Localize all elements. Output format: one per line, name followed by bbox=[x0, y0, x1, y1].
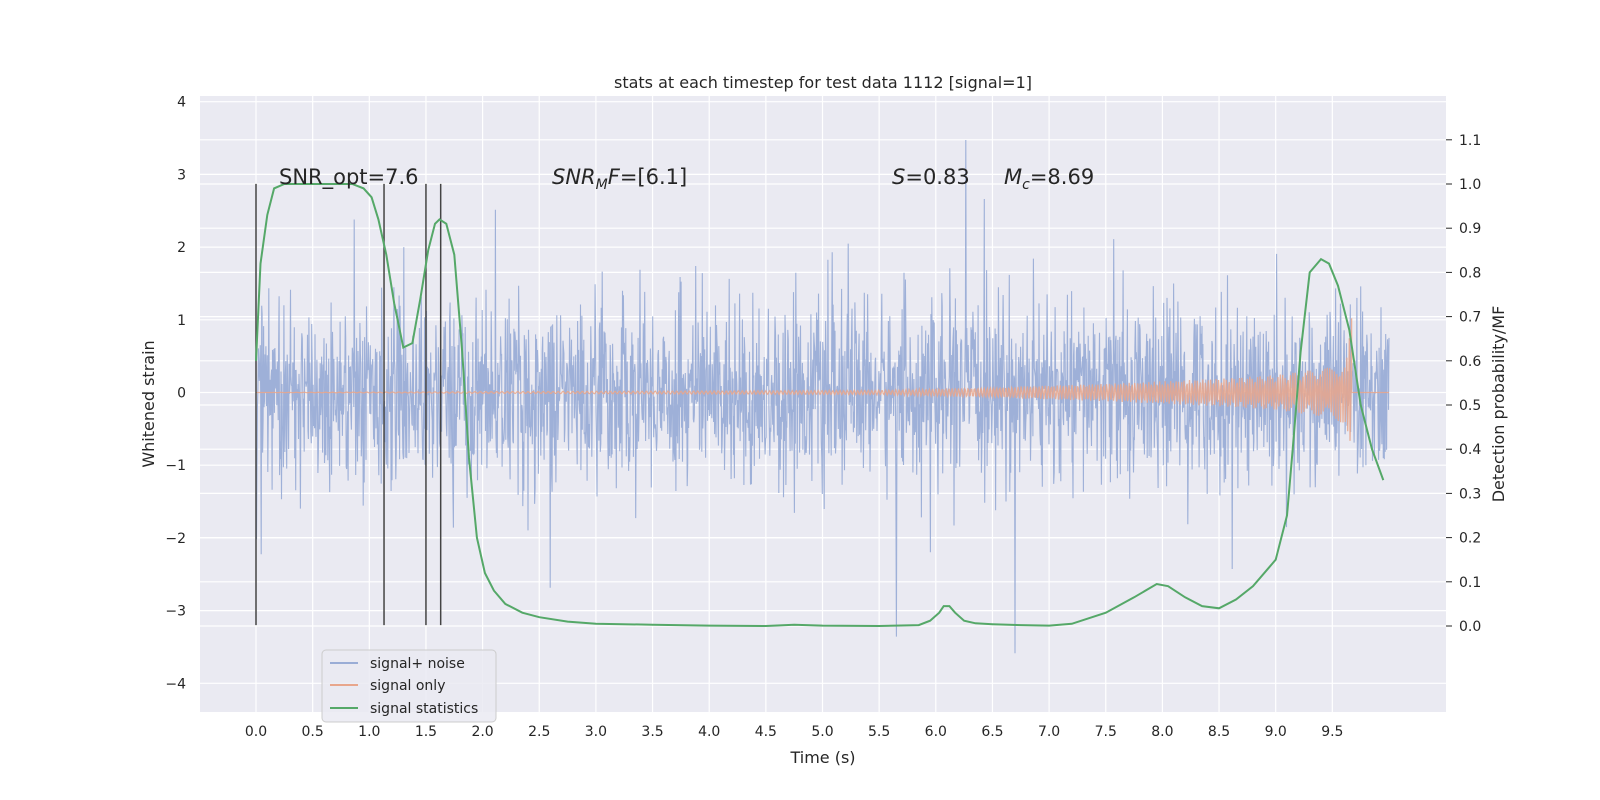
signal-statistics-line bbox=[255, 183, 1385, 628]
annotation-mc-var: M bbox=[1004, 165, 1022, 189]
signal-plus-noise-line bbox=[255, 139, 1390, 654]
series-signal-only bbox=[256, 318, 1389, 441]
y-right-tick-label: 0.2 bbox=[1459, 531, 1481, 547]
series-signal-plus-noise bbox=[255, 139, 1390, 654]
x-tick-label: 8.0 bbox=[1151, 724, 1173, 740]
annotation-s: S=0.83 bbox=[892, 165, 970, 189]
y-tick-label: 0 bbox=[177, 386, 186, 402]
series-signal-statistics bbox=[255, 183, 1385, 628]
y-right-tick-label: 1.0 bbox=[1459, 177, 1481, 193]
x-tick-label: 6.0 bbox=[925, 724, 947, 740]
y-right-tick-label: 1.1 bbox=[1459, 133, 1481, 149]
x-tick-label: 3.0 bbox=[585, 724, 607, 740]
annotation-snr-mf-value: =[6.1] bbox=[620, 165, 687, 189]
y-right-tick-label: 0.3 bbox=[1459, 486, 1481, 502]
signal-only-line bbox=[256, 318, 1389, 441]
y-tick-label: 4 bbox=[177, 95, 186, 111]
y-tick-label: −1 bbox=[165, 458, 186, 474]
x-tick-label: 4.0 bbox=[698, 724, 720, 740]
x-tick-label: 7.5 bbox=[1095, 724, 1117, 740]
y-tick-label: 3 bbox=[177, 167, 186, 183]
y-tick-label: 1 bbox=[177, 313, 186, 329]
legend-label-signal-only: signal only bbox=[370, 678, 445, 694]
y-tick-label: −3 bbox=[165, 604, 186, 620]
y-tick-labels: 4 3 2 1 0 −1 −2 −3 −4 bbox=[165, 95, 186, 693]
x-axis-label: Time (s) bbox=[789, 748, 855, 767]
legend-label-signal-statistics: signal statistics bbox=[370, 701, 478, 717]
x-tick-label: 5.5 bbox=[868, 724, 890, 740]
x-tick-label: 5.0 bbox=[811, 724, 833, 740]
legend-box bbox=[321, 649, 497, 723]
legend-label-signal-plus-noise: signal+ noise bbox=[370, 656, 465, 672]
y-right-tick-labels: 1.1 1.0 0.9 0.8 0.7 0.6 0.5 0.4 0.3 0.2 0.1 0.0 bbox=[1446, 133, 1481, 635]
y-tick-label: −4 bbox=[165, 676, 186, 692]
x-tick-label: 4.5 bbox=[755, 724, 777, 740]
annotation-mc: Mc=8.69 bbox=[1004, 165, 1094, 193]
y-right-tick-label: 0.6 bbox=[1459, 354, 1481, 370]
x-tick-label: 9.5 bbox=[1321, 724, 1343, 740]
y-right-tick-label: 0.9 bbox=[1459, 221, 1481, 237]
annotation-mc-value: =8.69 bbox=[1030, 165, 1094, 189]
y-right-tick-label: 0.4 bbox=[1459, 442, 1481, 458]
x-tick-label: 2.0 bbox=[471, 724, 493, 740]
x-tick-label: 8.5 bbox=[1208, 724, 1230, 740]
y-right-axis-label: Detection probability/MF bbox=[1489, 306, 1508, 503]
x-tick-label: 2.5 bbox=[528, 724, 550, 740]
y-axis-label: Whitened strain bbox=[139, 340, 158, 467]
y-right-tick-label: 0.8 bbox=[1459, 265, 1481, 281]
annotation-snr-mf-base: SNR bbox=[552, 165, 596, 189]
x-tick-label: 1.0 bbox=[358, 724, 380, 740]
annotation-s-var: S bbox=[892, 165, 905, 189]
annotation-s-value: =0.83 bbox=[905, 165, 969, 189]
chart-title: stats at each timestep for test data 111… bbox=[614, 73, 1032, 92]
y-right-tick-label: 0.1 bbox=[1459, 575, 1481, 591]
y-right-tick-label: 0.5 bbox=[1459, 398, 1481, 414]
annotation-snr-opt: SNR_opt=7.6 bbox=[279, 165, 419, 190]
x-tick-label: 7.0 bbox=[1038, 724, 1060, 740]
x-tick-label: 9.0 bbox=[1265, 724, 1287, 740]
y-tick-label: −2 bbox=[165, 531, 186, 547]
y-right-tick-label: 0.7 bbox=[1459, 310, 1481, 326]
legend: signal+ noise signal only signal statist… bbox=[321, 649, 497, 723]
y-tick-label: 2 bbox=[177, 240, 186, 256]
x-tick-labels: 0.0 0.5 1.0 1.5 2.0 2.5 3.0 3.5 4.0 4.5 5.0 5.5 6.0 6… bbox=[245, 724, 1344, 740]
annotation-mc-sub: c bbox=[1022, 177, 1030, 193]
annotation-snr-mf-sub: M bbox=[596, 177, 608, 193]
y-right-tick-label: 0.0 bbox=[1459, 619, 1481, 635]
vertical-markers bbox=[255, 183, 442, 626]
annotation-snr-mf-f: F bbox=[608, 165, 621, 189]
x-tick-label: 1.5 bbox=[415, 724, 437, 740]
annotation-snr-mf: SNRMF=[6.1] bbox=[552, 165, 687, 193]
x-tick-label: 6.5 bbox=[981, 724, 1003, 740]
x-tick-label: 3.5 bbox=[641, 724, 663, 740]
x-tick-label: 0.0 bbox=[245, 724, 267, 740]
x-tick-label: 0.5 bbox=[302, 724, 324, 740]
